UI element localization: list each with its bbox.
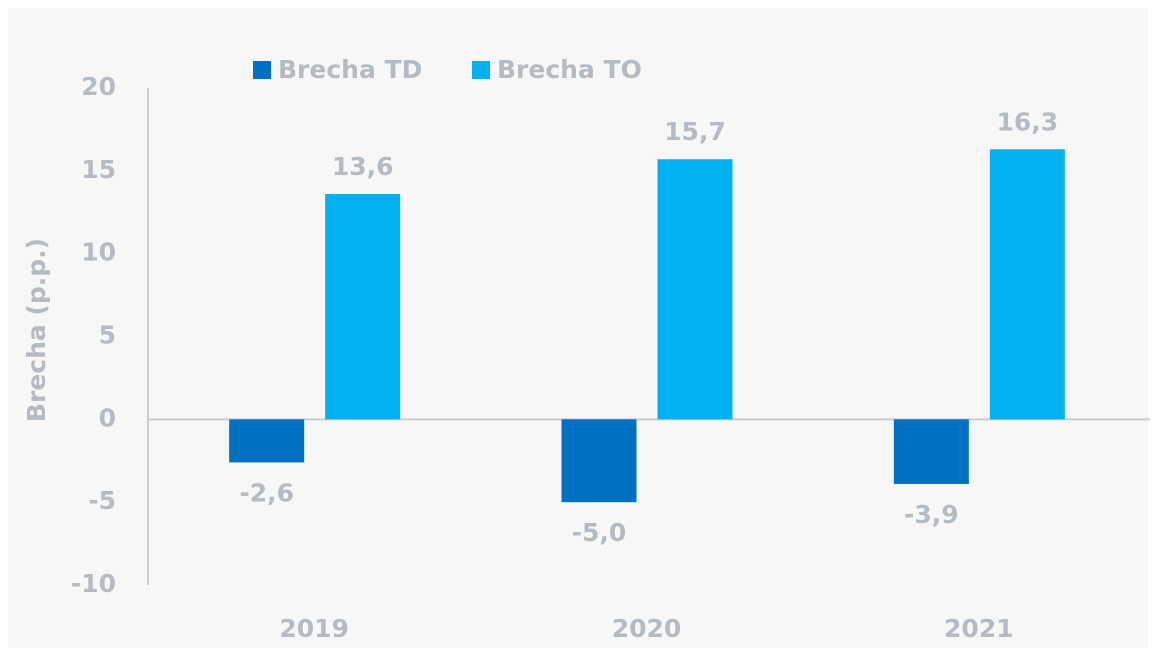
y-tick-label: -10 xyxy=(71,569,116,598)
legend-swatch xyxy=(253,61,271,79)
data-label: -2,6 xyxy=(239,478,294,507)
y-tick-label: 10 xyxy=(81,238,116,267)
bar xyxy=(989,149,1065,420)
data-label: -5,0 xyxy=(572,518,627,547)
data-label: 13,6 xyxy=(332,152,394,181)
x-tick-label: 2021 xyxy=(944,614,1014,643)
y-tick-label: -5 xyxy=(88,486,116,515)
y-tick-label: 15 xyxy=(81,155,116,184)
x-tick-label: 2020 xyxy=(612,614,682,643)
legend-label: Brecha TO xyxy=(497,55,642,84)
bar xyxy=(657,159,733,420)
legend-swatch xyxy=(472,61,490,79)
bar xyxy=(325,194,401,420)
y-tick-label: 0 xyxy=(99,403,116,432)
bar xyxy=(561,419,637,503)
data-label: -3,9 xyxy=(904,500,959,529)
y-axis-label: Brecha (p.p.) xyxy=(22,238,51,422)
y-tick-label: 5 xyxy=(99,321,116,350)
bar xyxy=(893,419,969,484)
y-tick-label: 20 xyxy=(81,72,116,101)
legend-label: Brecha TD xyxy=(278,55,422,84)
panel xyxy=(8,8,1148,648)
data-label: 16,3 xyxy=(996,107,1058,136)
x-tick-label: 2019 xyxy=(279,614,349,643)
bar xyxy=(229,419,305,463)
data-label: 15,7 xyxy=(664,117,726,146)
